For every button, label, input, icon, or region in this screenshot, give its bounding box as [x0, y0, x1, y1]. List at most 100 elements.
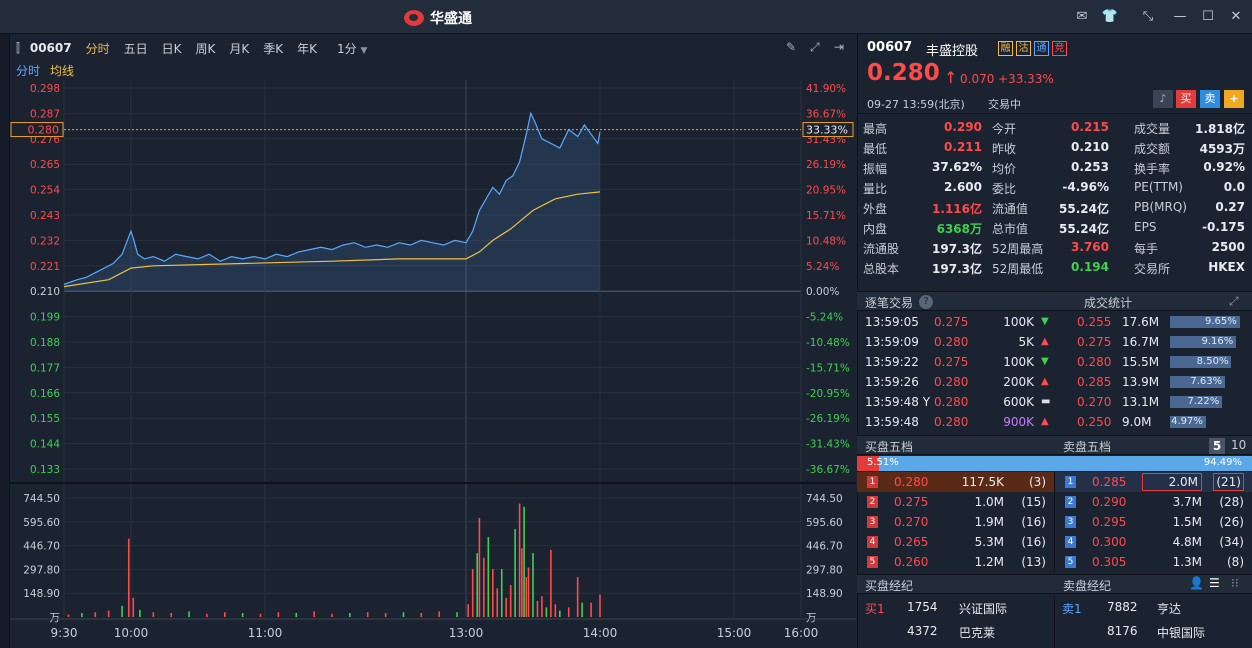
ask-price: 0.295 — [1092, 515, 1127, 529]
volume-bar — [277, 612, 280, 617]
tick-price: 0.275 — [934, 315, 969, 329]
chart-legend: 分时 均线 — [10, 62, 74, 80]
bid-volume: 1.0M — [974, 495, 1004, 509]
maximize-button[interactable]: ☐ — [1202, 9, 1214, 24]
list-view-icon[interactable]: ☰ — [1209, 576, 1220, 590]
volume-bar — [420, 613, 423, 617]
panel-toggle-icon[interactable]: ⫿ — [16, 40, 20, 55]
ask-row[interactable]: 1 0.285 2.0M (21) — [1055, 472, 1252, 492]
tick-time: 13:59:22 — [865, 355, 919, 369]
bid-level: 3 — [867, 516, 878, 528]
bid-ratio-fill — [857, 456, 879, 471]
tab-0[interactable]: 分时 — [85, 41, 110, 56]
legend-fenshi: 分时 — [16, 64, 41, 78]
stat-value-0-2: 1.818亿 — [1195, 122, 1245, 136]
stat-label-3-2: PE(TTM) — [1134, 180, 1183, 194]
orderbook-divider — [1054, 472, 1055, 572]
person-icon[interactable]: 👤 — [1189, 576, 1204, 590]
vol-tick-label: 446.70 — [23, 541, 60, 553]
ask-count: (21) — [1213, 473, 1244, 491]
stat-label-0-0: 最高 — [863, 122, 888, 136]
pct-tick-label: 36.67% — [806, 108, 846, 120]
intraday-chart-svg[interactable]: 0.298 41.90%0.287 36.67%0.276 31.43%0.265 26… — [10, 80, 856, 648]
bid-row[interactable]: 1 0.280 117.5K (3) — [857, 472, 1054, 492]
bid-row[interactable]: 4 0.265 5.3M (16) — [857, 532, 1054, 552]
stat-label-4-0: 外盘 — [863, 202, 888, 216]
buy-button[interactable]: 买 — [1176, 90, 1196, 108]
tick-row: 13:59:26 0.280 200K ▲ 0.285 13.9M 7.63% — [857, 372, 1252, 392]
restore-icon[interactable]: ⤡ — [1142, 9, 1154, 24]
tick-direction-icon: ▬ — [1041, 396, 1051, 407]
ask-price: 0.305 — [1092, 555, 1127, 569]
volume-bar — [567, 607, 570, 617]
tab-3[interactable]: 周K — [195, 41, 216, 56]
volume-bar — [259, 613, 262, 617]
bid-row[interactable]: 2 0.275 1.0M (15) — [857, 492, 1054, 512]
pct-tick-label: -31.43% — [806, 439, 850, 451]
volume-bar — [471, 569, 474, 617]
ask-row[interactable]: 5 0.305 1.3M (8) — [1055, 552, 1252, 572]
vol-tick-label-right: 744.50 — [806, 493, 843, 505]
stat-value-5-2: -0.175 — [1202, 220, 1245, 234]
stat-value-2-2: 0.92% — [1203, 160, 1245, 174]
stat-label-2-2: 换手率 — [1134, 162, 1171, 176]
ask-count: (34) — [1219, 535, 1244, 549]
volume-bar — [496, 588, 499, 617]
intraday-chart[interactable]: 0.298 41.90% 0.287 36.67% 0.276 31.43% 0.265 26… — [10, 80, 856, 648]
volstat-title: 成交统计 — [1084, 296, 1133, 310]
levels-10-button[interactable]: 10 — [1231, 438, 1247, 452]
grid-view-icon[interactable]: ⁝⁝ — [1231, 576, 1239, 590]
mail-icon[interactable]: ✉ — [1076, 9, 1088, 24]
tab-1[interactable]: 五日 — [123, 41, 148, 56]
expand-icon[interactable]: ⤢ — [1229, 294, 1239, 308]
brokers-list: 买1 1754 兴证国际 4372 巴克莱 卖1 7882 亨达 8176 中银国际 — [857, 596, 1252, 648]
volstat-price: 0.270 — [1077, 395, 1112, 409]
ask-row[interactable]: 3 0.295 1.5M (26) — [1055, 512, 1252, 532]
vol-tick-label: 297.80 — [23, 564, 60, 576]
volume-bar — [206, 613, 208, 617]
price-tick-label: 0.188 — [30, 337, 60, 349]
tick-time: 13:59:48 — [865, 415, 919, 429]
close-button[interactable]: ✕ — [1230, 9, 1242, 24]
tab-6[interactable]: 年K — [297, 41, 317, 56]
stat-label-6-0: 流通股 — [863, 242, 900, 256]
shirt-icon[interactable]: 👕 — [1101, 9, 1119, 24]
price-line — [63, 111, 601, 285]
ask-volume: 1.5M — [1172, 515, 1202, 529]
levels-5-button[interactable]: 5 — [1209, 438, 1225, 454]
price-tick-label: 0.254 — [30, 185, 60, 197]
sell-button[interactable]: 卖 — [1200, 90, 1220, 108]
ask-row[interactable]: 4 0.300 4.8M (34) — [1055, 532, 1252, 552]
bid-volume: 117.5K — [961, 475, 1004, 489]
ask-row[interactable]: 2 0.290 3.7M (28) — [1055, 492, 1252, 512]
pct-tick-label: -15.71% — [806, 362, 850, 374]
tab-4[interactable]: 月K — [229, 41, 250, 56]
stat-label-1-0: 最低 — [863, 142, 888, 156]
pct-tick-label: 20.95% — [806, 185, 846, 197]
stat-label-3-1: 委比 — [992, 182, 1017, 196]
volstat-pct-bar: 7.63% — [1170, 376, 1226, 388]
fullscreen-icon[interactable]: ⤢ — [810, 40, 820, 54]
stat-value-0-0: 0.290 — [944, 120, 982, 134]
price-tick-label: 0.166 — [30, 388, 60, 400]
draw-pencil-icon[interactable]: ✎ — [786, 40, 797, 54]
tick-volume: 900K — [1003, 415, 1034, 429]
tab-2[interactable]: 日K — [161, 41, 182, 56]
stat-value-4-2: 0.27 — [1215, 200, 1245, 214]
bid-row[interactable]: 3 0.270 1.9M (16) — [857, 512, 1054, 532]
bid-row[interactable]: 5 0.260 1.2M (13) — [857, 552, 1054, 572]
volume-bar — [456, 612, 458, 617]
price-change: 0.070 — [960, 72, 995, 86]
volume-bar — [500, 569, 503, 617]
left-collapse-strip[interactable] — [0, 34, 10, 648]
add-watchlist-button[interactable]: + — [1224, 90, 1244, 108]
alert-bell-icon[interactable]: ♪ — [1153, 90, 1173, 108]
bid-level: 4 — [867, 536, 878, 548]
ask-title: 卖盘五档 — [1063, 440, 1112, 454]
minimize-button[interactable]: — — [1173, 9, 1187, 24]
tab-5[interactable]: 季K — [263, 41, 284, 56]
bid-level: 5 — [867, 556, 878, 568]
collapse-right-icon[interactable]: ⇥ — [834, 40, 845, 54]
interval-select[interactable]: 1分 ▼ — [337, 40, 367, 57]
help-icon[interactable]: ? — [919, 295, 933, 309]
